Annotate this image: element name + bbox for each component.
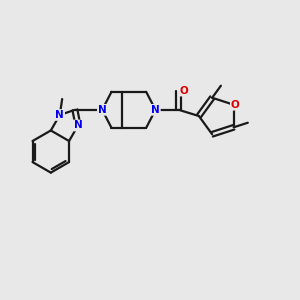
Text: O: O xyxy=(231,100,240,110)
Text: N: N xyxy=(56,110,64,120)
Text: N: N xyxy=(151,105,160,115)
Text: N: N xyxy=(98,105,106,115)
Text: N: N xyxy=(74,121,82,130)
Text: O: O xyxy=(180,85,189,96)
